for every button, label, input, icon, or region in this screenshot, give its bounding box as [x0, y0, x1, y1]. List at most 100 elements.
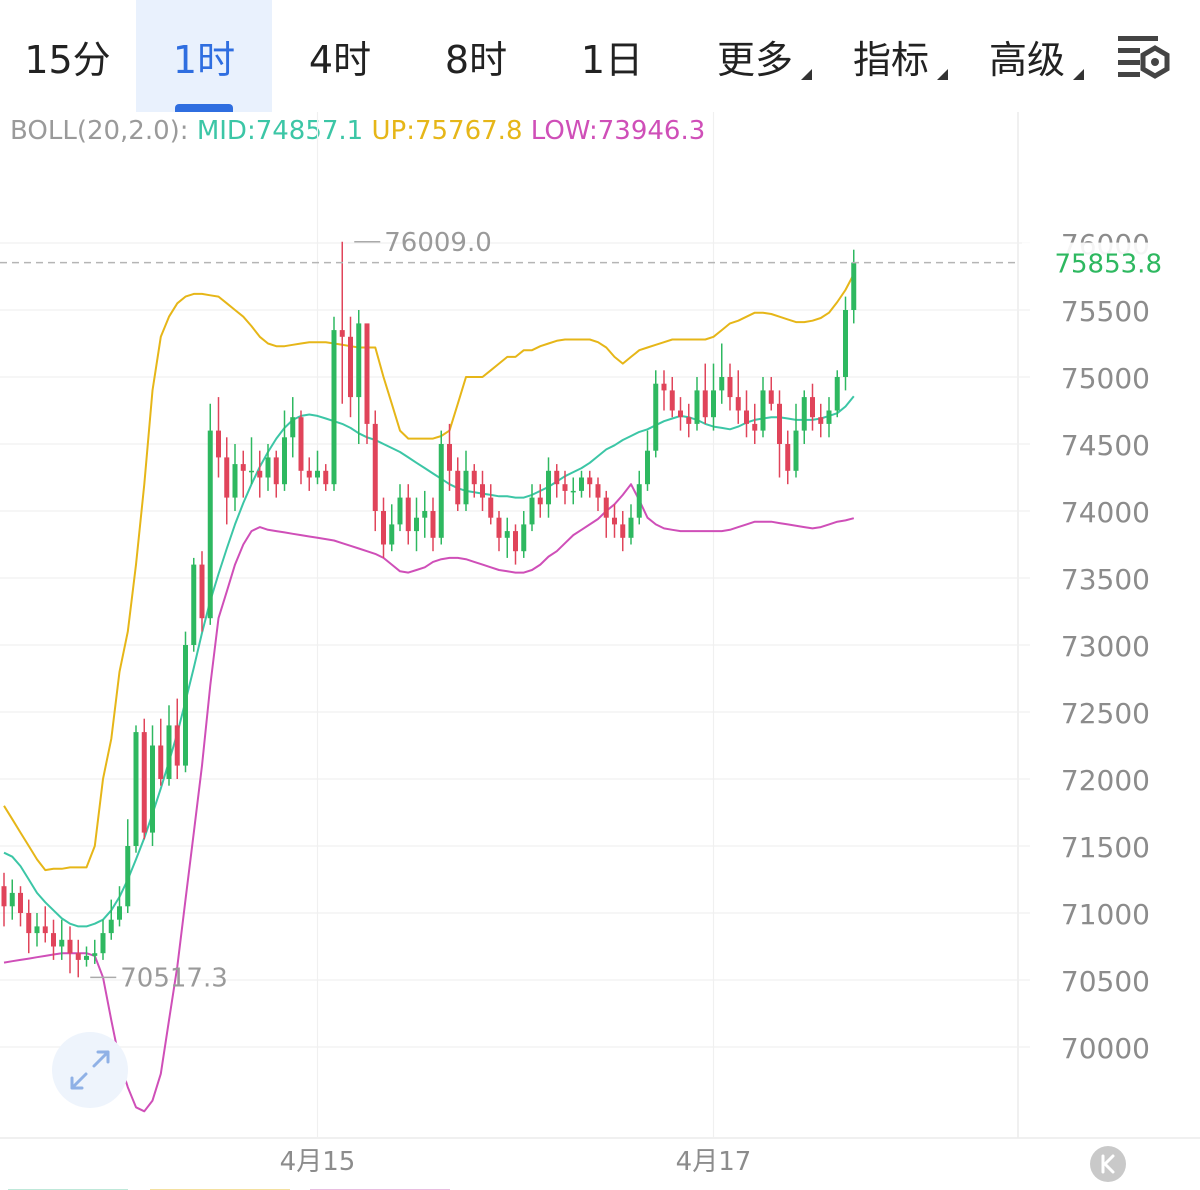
candle-body	[414, 517, 419, 532]
candle-body	[306, 470, 312, 478]
candle	[570, 477, 576, 505]
tab-label: 指标	[852, 37, 929, 82]
candle	[381, 497, 386, 558]
candle	[207, 403, 213, 625]
candle	[133, 725, 139, 853]
candle	[612, 504, 617, 538]
candle-body	[249, 470, 254, 473]
tab-1-hour[interactable]: 1时	[136, 0, 272, 112]
tab-8-hours[interactable]: 8时	[408, 0, 544, 112]
candle-body	[496, 517, 502, 538]
candle-body	[372, 423, 378, 511]
k-line-toggle-icon	[1101, 1154, 1115, 1174]
bollinger-indicator-legend: BOLL(20,2.0): MID:74857.1 UP:75767.8 LOW…	[10, 116, 705, 146]
candle	[702, 363, 708, 424]
candle-body	[150, 745, 155, 833]
candle-body	[298, 417, 304, 471]
candle-body	[34, 926, 40, 934]
candle-body	[546, 470, 551, 505]
chart-grid	[0, 112, 1200, 1139]
candle	[191, 557, 197, 652]
candle-body	[595, 484, 601, 498]
tab-1-day[interactable]: 1日	[544, 0, 680, 112]
candle	[265, 444, 271, 491]
candlestick-chart[interactable]: 7600075500750007450074000735007300072500…	[0, 112, 1200, 1180]
candle-body	[628, 517, 634, 538]
tab-label: 1日	[580, 37, 644, 82]
candle	[117, 886, 122, 927]
candle-body	[1, 886, 7, 907]
candle-body	[397, 497, 403, 525]
price-tick-label: 70500	[1061, 965, 1150, 998]
candle-body	[488, 497, 494, 518]
candle	[84, 946, 89, 967]
lower-indicator-preview	[8, 1189, 450, 1190]
tab-15-minutes[interactable]: 15分	[0, 0, 135, 112]
candle	[587, 470, 593, 498]
candle-body	[315, 470, 320, 478]
candle-body	[504, 531, 510, 538]
tab-label: 1时	[172, 37, 236, 82]
candle	[504, 517, 510, 558]
candle-body	[801, 397, 807, 431]
candle	[59, 919, 65, 960]
candle-body	[67, 939, 73, 954]
candle	[34, 913, 40, 947]
candle-body	[760, 390, 766, 431]
price-tick-label: 75500	[1061, 295, 1150, 328]
candle-body	[826, 410, 832, 424]
candle	[75, 939, 81, 978]
tab-more-menu[interactable]: 更多	[700, 0, 812, 112]
candle-body	[42, 926, 48, 934]
candle	[521, 511, 527, 558]
candle	[18, 886, 23, 927]
candle	[183, 631, 188, 773]
candle	[826, 397, 832, 438]
candle-body	[818, 417, 824, 424]
menu-caret-icon	[1073, 69, 1084, 80]
price-tick-label: 70000	[1061, 1032, 1150, 1065]
candle	[150, 725, 155, 846]
price-tick-label: 74500	[1061, 429, 1150, 462]
candle	[339, 241, 345, 404]
candle-body	[323, 470, 329, 485]
candle-body	[777, 403, 782, 444]
candle-body	[579, 477, 584, 491]
last-price-tag: 75853.8	[1054, 250, 1162, 280]
candle	[537, 484, 543, 518]
boll-low-value: LOW:73946.3	[530, 116, 706, 146]
candle	[405, 484, 411, 545]
chart-settings-button[interactable]	[1112, 30, 1174, 82]
candle	[496, 511, 502, 552]
candle	[661, 370, 667, 411]
candle-body	[75, 953, 81, 960]
fullscreen-expand-button[interactable]	[52, 1032, 128, 1108]
candle-body	[711, 390, 716, 418]
candle	[818, 403, 824, 438]
price-tick-label: 73000	[1061, 630, 1150, 663]
candle-body	[232, 464, 238, 498]
candle	[851, 249, 857, 324]
candle-body	[719, 377, 725, 391]
candle	[42, 906, 48, 943]
candle-body	[166, 725, 172, 779]
menu-caret-icon	[801, 69, 812, 80]
candle	[653, 370, 659, 458]
candle-body	[521, 524, 527, 552]
candle	[669, 377, 675, 418]
tab-indicators-menu[interactable]: 指标	[836, 0, 948, 112]
candle	[306, 457, 312, 491]
candle	[26, 899, 32, 954]
candle	[67, 926, 73, 974]
candle	[727, 363, 733, 411]
candle-body	[620, 524, 626, 538]
candle-body	[405, 497, 411, 532]
tab-4-hours[interactable]: 4时	[272, 0, 408, 112]
candle	[315, 450, 320, 485]
price-tick-label: 74000	[1061, 496, 1150, 529]
tab-advanced-menu[interactable]: 高级	[972, 0, 1084, 112]
candle	[364, 323, 370, 444]
candle-body	[422, 511, 428, 518]
kline-toggle-button[interactable]	[1090, 1146, 1126, 1182]
candle-body	[603, 497, 609, 518]
